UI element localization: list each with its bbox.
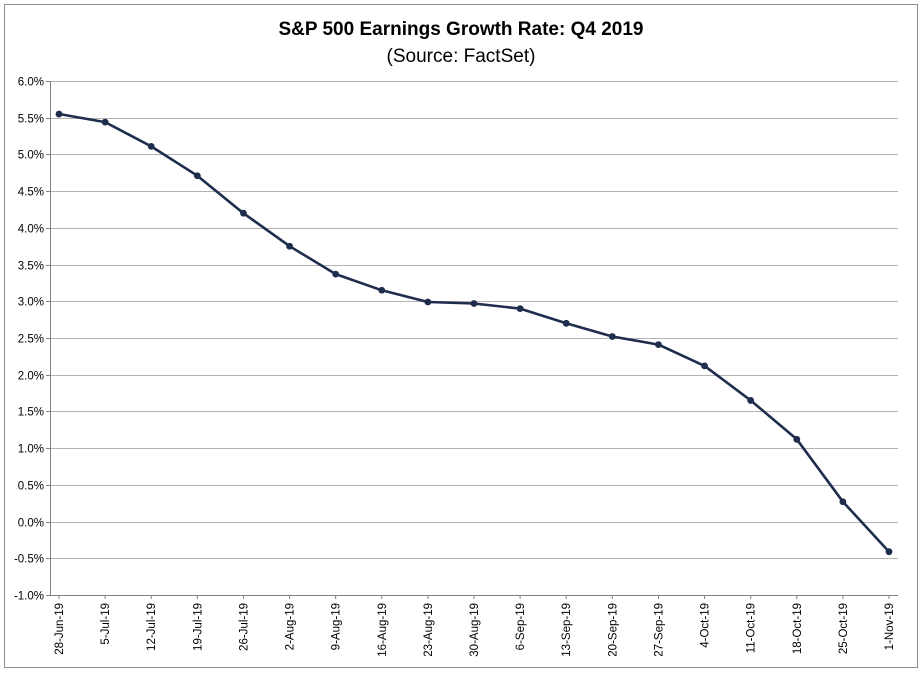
y-tick-label: 3.0% xyxy=(18,297,44,309)
x-tick-label: 16-Aug-19 xyxy=(377,603,389,657)
y-tick-label: 6.0% xyxy=(18,77,44,89)
y-tick-label: 2.0% xyxy=(18,371,44,383)
x-tick-label: 11-Oct-19 xyxy=(746,603,758,653)
data-point xyxy=(193,172,201,180)
data-point xyxy=(885,548,893,556)
chart-frame: S&P 500 Earnings Growth Rate: Q4 2019 (S… xyxy=(4,4,918,668)
x-tick-label: 27-Sep-19 xyxy=(653,603,665,657)
x-axis-ticks: 28-Jun-19 5-Jul-19 12-Jul-19 19-Jul-19 26-Ju… xyxy=(54,603,896,657)
data-point xyxy=(562,319,570,327)
x-tick-label: 5-Jul-19 xyxy=(100,603,112,645)
data-point xyxy=(470,300,478,307)
data-point xyxy=(147,142,155,150)
y-tick-label: 4.0% xyxy=(18,224,44,236)
y-tick-label: 1.5% xyxy=(18,407,44,419)
y-tick-label: 5.0% xyxy=(18,150,44,162)
y-tick-label: -0.5% xyxy=(14,554,44,566)
x-tick-label: 4-Oct-19 xyxy=(700,603,712,648)
y-tick-label: 1.0% xyxy=(18,444,44,456)
x-tick-label: 19-Jul-19 xyxy=(192,603,204,651)
series-earnings-growth xyxy=(55,110,893,556)
y-tick-label: -1.0% xyxy=(14,591,44,603)
data-point xyxy=(655,341,662,349)
data-point xyxy=(378,286,386,294)
y-axis-ticks: -1.0% -0.5% 0.0% 0.5% 1.0% 1.5% 2.0% 2.5% 3.0% 3.… xyxy=(14,77,44,603)
data-point xyxy=(793,435,801,443)
x-tick-label: 20-Sep-19 xyxy=(607,603,619,657)
x-tick-label: 2-Aug-19 xyxy=(285,603,297,650)
x-tick-label: 30-Aug-19 xyxy=(469,603,481,657)
x-tick-label: 6-Sep-19 xyxy=(515,603,527,650)
data-point xyxy=(747,397,755,404)
data-point xyxy=(332,270,340,278)
data-point xyxy=(839,498,847,506)
data-point xyxy=(240,209,247,217)
data-point xyxy=(701,362,708,370)
x-tick-label: 23-Aug-19 xyxy=(423,603,435,657)
x-tick-label: 9-Aug-19 xyxy=(331,603,343,650)
x-tick-label: 26-Jul-19 xyxy=(238,603,250,651)
chart-title: S&P 500 Earnings Growth Rate: Q4 2019 xyxy=(278,19,644,40)
data-point xyxy=(516,305,524,313)
data-point xyxy=(101,118,109,126)
data-point xyxy=(424,298,432,306)
data-point xyxy=(608,333,616,340)
x-tick-label: 28-Jun-19 xyxy=(54,603,66,655)
x-tick-label: 1-Nov-19 xyxy=(884,603,896,650)
data-point xyxy=(286,242,293,250)
axes xyxy=(46,81,898,599)
x-tick-label: 25-Oct-19 xyxy=(838,603,850,654)
data-point xyxy=(55,110,63,118)
x-tick-label: 18-Oct-19 xyxy=(792,603,804,654)
x-tick-label: 12-Jul-19 xyxy=(146,603,158,651)
y-tick-label: 5.5% xyxy=(18,114,44,126)
chart-subtitle: (Source: FactSet) xyxy=(386,46,536,67)
y-tick-label: 4.5% xyxy=(18,187,44,199)
y-tick-label: 0.0% xyxy=(18,518,44,530)
y-tick-label: 2.5% xyxy=(18,334,44,346)
y-tick-label: 0.5% xyxy=(18,481,44,493)
x-tick-label: 13-Sep-19 xyxy=(561,603,573,657)
series-line xyxy=(57,112,891,554)
y-tick-label: 3.5% xyxy=(18,261,44,273)
gridlines xyxy=(50,81,898,596)
